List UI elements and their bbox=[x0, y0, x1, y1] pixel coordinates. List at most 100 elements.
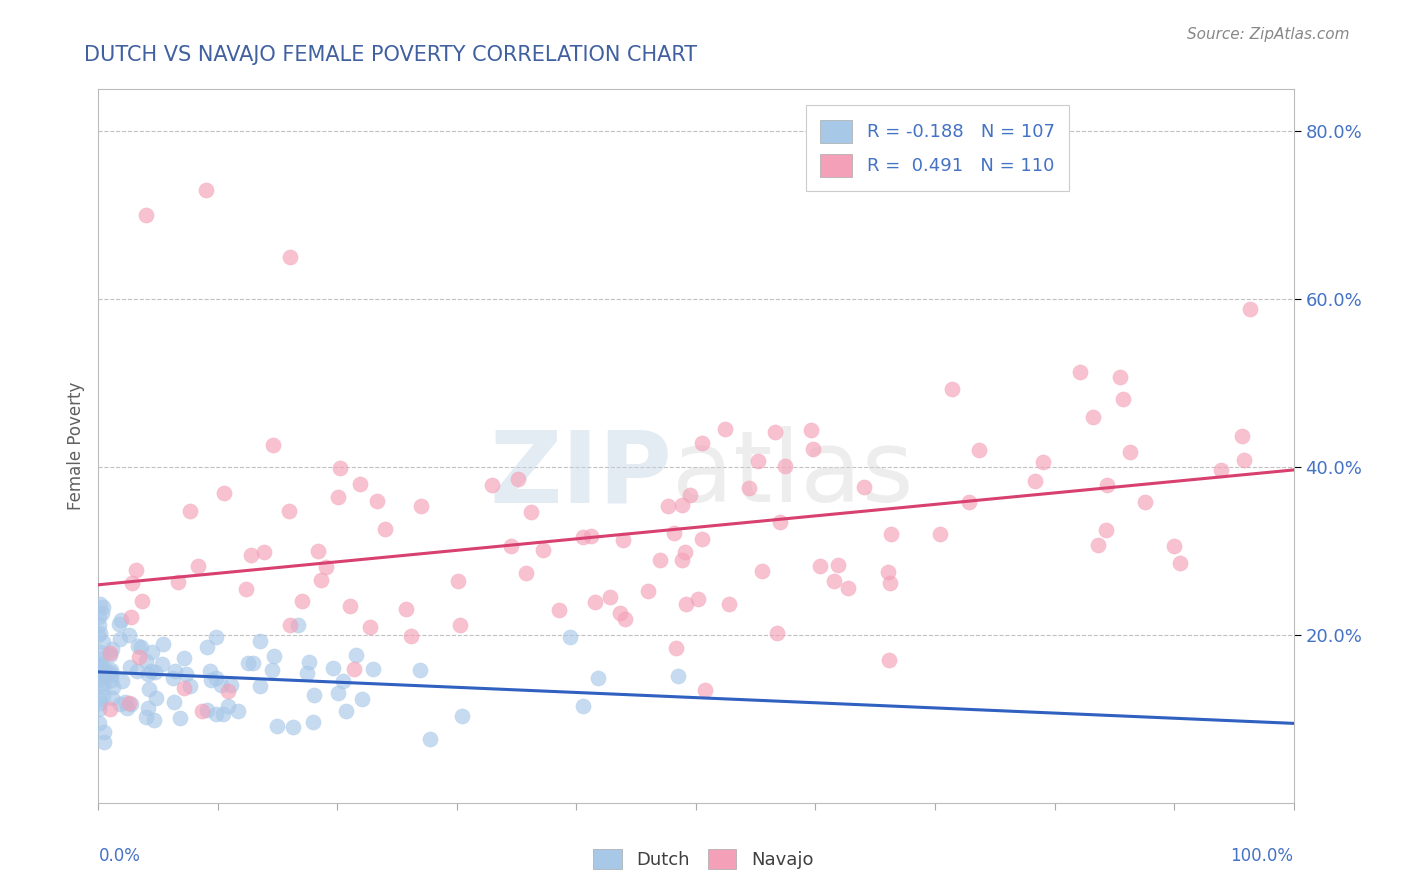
Point bbox=[501, 539, 523, 553]
Point bbox=[531, 542, 554, 557]
Point bbox=[110, 674, 132, 689]
Point bbox=[808, 559, 831, 574]
Point bbox=[343, 662, 366, 676]
Text: 100.0%: 100.0% bbox=[1230, 847, 1294, 865]
Point bbox=[91, 599, 114, 614]
Point bbox=[110, 613, 132, 627]
Point bbox=[648, 553, 671, 567]
Point bbox=[200, 673, 222, 688]
Point bbox=[395, 601, 418, 615]
Point bbox=[108, 632, 131, 646]
Point bbox=[228, 704, 250, 718]
Point bbox=[87, 660, 110, 674]
Point bbox=[87, 610, 110, 624]
Point bbox=[929, 527, 952, 541]
Point bbox=[91, 680, 114, 694]
Point bbox=[449, 617, 471, 632]
Point bbox=[191, 704, 214, 718]
Point bbox=[235, 582, 257, 596]
Point bbox=[800, 423, 823, 437]
Point bbox=[278, 504, 301, 518]
Point bbox=[101, 680, 124, 694]
Point bbox=[1069, 365, 1091, 379]
Point bbox=[98, 665, 121, 679]
Point bbox=[87, 667, 110, 681]
Point bbox=[217, 699, 239, 714]
Point bbox=[127, 639, 149, 653]
Point bbox=[145, 665, 167, 679]
Point bbox=[335, 704, 357, 718]
Point bbox=[558, 630, 581, 644]
Point bbox=[349, 476, 371, 491]
Point bbox=[1087, 538, 1109, 552]
Point bbox=[969, 442, 991, 457]
Text: atlas: atlas bbox=[672, 426, 914, 523]
Point bbox=[283, 720, 305, 734]
Point bbox=[179, 679, 201, 693]
Point bbox=[100, 663, 122, 677]
Point bbox=[173, 651, 195, 665]
Point bbox=[350, 692, 373, 706]
Point bbox=[125, 664, 148, 678]
Point bbox=[419, 732, 441, 747]
Point bbox=[90, 606, 112, 620]
Point bbox=[1108, 369, 1130, 384]
Point bbox=[1233, 453, 1256, 467]
Point bbox=[769, 516, 792, 530]
Point bbox=[361, 662, 384, 676]
Point bbox=[671, 553, 693, 567]
Point bbox=[219, 678, 242, 692]
Point bbox=[713, 422, 735, 436]
Point bbox=[217, 684, 239, 698]
Point bbox=[877, 653, 900, 667]
Point bbox=[108, 697, 131, 711]
Point bbox=[302, 714, 325, 729]
Point bbox=[315, 560, 337, 574]
Point bbox=[295, 665, 318, 680]
Point bbox=[298, 656, 321, 670]
Point bbox=[91, 668, 114, 682]
Point bbox=[114, 695, 136, 709]
Point bbox=[599, 590, 621, 604]
Point bbox=[125, 563, 148, 577]
Point bbox=[1081, 410, 1104, 425]
Point bbox=[93, 725, 115, 739]
Point bbox=[108, 616, 131, 631]
Text: ZIP: ZIP bbox=[489, 426, 672, 523]
Point bbox=[187, 559, 209, 574]
Point bbox=[198, 664, 221, 678]
Point bbox=[614, 612, 637, 626]
Point bbox=[344, 648, 367, 663]
Text: Source: ZipAtlas.com: Source: ZipAtlas.com bbox=[1187, 27, 1350, 42]
Point bbox=[1032, 455, 1054, 469]
Point bbox=[409, 499, 432, 513]
Point bbox=[236, 656, 259, 670]
Point bbox=[87, 691, 110, 706]
Point bbox=[302, 688, 325, 702]
Point bbox=[1239, 301, 1261, 316]
Point bbox=[100, 668, 122, 682]
Point bbox=[131, 594, 153, 608]
Point bbox=[253, 545, 276, 559]
Point bbox=[240, 548, 263, 562]
Point bbox=[91, 650, 114, 665]
Point bbox=[1024, 474, 1046, 488]
Point bbox=[89, 669, 111, 683]
Point bbox=[747, 454, 769, 468]
Point bbox=[877, 566, 900, 580]
Point bbox=[179, 504, 201, 518]
Point bbox=[118, 660, 141, 674]
Point bbox=[447, 574, 470, 589]
Point bbox=[1209, 463, 1232, 477]
Point bbox=[1133, 494, 1156, 508]
Point bbox=[308, 544, 330, 558]
Point bbox=[263, 648, 285, 663]
Point bbox=[515, 566, 537, 581]
Point bbox=[167, 575, 190, 590]
Point bbox=[1230, 429, 1253, 443]
Point bbox=[671, 498, 693, 512]
Point bbox=[173, 681, 195, 695]
Point bbox=[93, 735, 115, 749]
Point bbox=[291, 593, 314, 607]
Point bbox=[451, 708, 474, 723]
